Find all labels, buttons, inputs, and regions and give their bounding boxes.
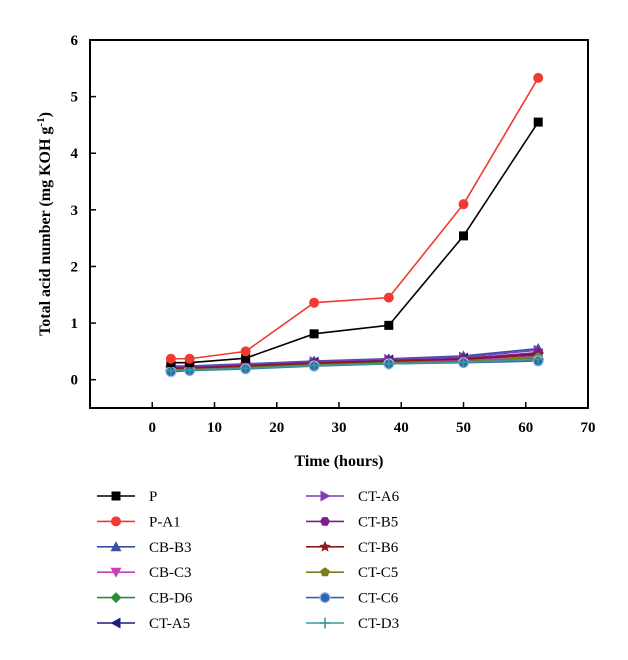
- legend: P P-A1 CB-B3 CB-C3 CB-D6 CT-A5 CT-A6 CT-B5 CT-B6…: [97, 489, 400, 632]
- legend-item-ct-b5: CT-B5: [306, 514, 398, 530]
- data-point-p: [241, 353, 251, 363]
- data-point-p: [309, 329, 319, 339]
- data-point-p-a1: [240, 346, 251, 357]
- data-point-p-a1: [165, 353, 176, 364]
- legend-label-p-a1: P-A1: [149, 514, 181, 530]
- legend-item-ct-c6: CT-C6: [306, 591, 399, 607]
- data-point-p-a1: [458, 199, 469, 210]
- y-axis-title-close: ): [37, 112, 54, 117]
- series-ct-d3: [165, 353, 544, 377]
- legend-label-cb-b3: CB-B3: [149, 540, 192, 556]
- y-axis-title-main: Total acid number (mg KOH g: [37, 127, 54, 336]
- y-tick-label: 5: [71, 90, 79, 106]
- legend-label-ct-a6: CT-A6: [358, 489, 400, 505]
- legend-label-ct-c6: CT-C6: [358, 591, 399, 607]
- series-p: [166, 117, 543, 368]
- y-tick-label: 3: [71, 203, 79, 219]
- data-point-p: [384, 320, 394, 330]
- legend-marker-ct-d3: [319, 617, 331, 629]
- y-tick-label: 6: [71, 33, 79, 49]
- legend-item-cb-d6: CB-D6: [97, 591, 193, 607]
- data-point-ct-d3: [383, 358, 395, 370]
- series-p-a1: [165, 72, 544, 364]
- data-point-ct-d3: [308, 360, 320, 372]
- data-point-p-a1: [184, 353, 195, 364]
- legend-item-cb-c3: CB-C3: [97, 565, 192, 581]
- legend-marker-p: [111, 491, 121, 501]
- legend-label-ct-a5: CT-A5: [149, 616, 190, 632]
- x-tick-label: 40: [394, 420, 409, 436]
- legend-item-p-a1: P-A1: [97, 514, 181, 530]
- legend-marker-cb-b3: [110, 541, 122, 552]
- legend-label-ct-b5: CT-B5: [358, 514, 398, 530]
- legend-item-ct-c5: CT-C5: [306, 565, 398, 581]
- data-point-ct-d3: [458, 356, 469, 368]
- data-point-p: [459, 231, 468, 241]
- y-axis-title-superscript: -1: [35, 117, 47, 126]
- y-tick-label: 2: [71, 259, 79, 275]
- data-point-p-a1: [383, 292, 394, 303]
- legend-item-ct-a6: CT-A6: [306, 489, 400, 505]
- legend-label-ct-d3: CT-D3: [358, 616, 399, 632]
- legend-marker-cb-d6: [110, 592, 122, 604]
- x-tick-label: 30: [332, 420, 347, 436]
- series-layer: [165, 72, 544, 378]
- x-axis-title: Time (hours): [294, 453, 383, 470]
- legend-marker-ct-b6: [319, 540, 331, 552]
- data-point-p-a1: [533, 72, 544, 83]
- legend-label-ct-b6: CT-B6: [358, 540, 399, 556]
- series-line-p-a1: [170, 77, 539, 360]
- x-tick-label: 10: [207, 420, 222, 436]
- data-point-ct-d3: [240, 362, 252, 374]
- data-point-ct-d3: [532, 353, 544, 365]
- legend-label-cb-d6: CB-D6: [149, 591, 193, 607]
- axis-ticks: 0 10 20 30 40 50 60 70 0 1 2 3 4 5 6: [71, 33, 596, 436]
- data-point-p: [533, 117, 543, 127]
- legend-item-p: P: [97, 489, 157, 505]
- legend-marker-p-a1: [111, 516, 121, 527]
- legend-label-cb-c3: CB-C3: [149, 565, 192, 581]
- y-tick-label: 4: [71, 146, 79, 162]
- legend-label-ct-c5: CT-C5: [358, 565, 398, 581]
- x-tick-label: 70: [581, 420, 596, 436]
- legend-item-ct-b6: CT-B6: [306, 540, 399, 556]
- y-tick-label: 1: [71, 316, 79, 332]
- legend-marker-ct-c6: [319, 591, 331, 604]
- legend-marker-cb-c3: [110, 567, 122, 578]
- y-tick-label: 0: [71, 373, 79, 389]
- legend-marker-ct-b5: [320, 517, 330, 526]
- y-axis-title: Total acid number (mg KOH g-1): [35, 112, 54, 336]
- x-tick-label: 60: [518, 420, 533, 436]
- legend-marker-ct-a6: [320, 490, 331, 502]
- x-tick-label: 0: [149, 420, 157, 436]
- legend-item-ct-d3: CT-D3: [306, 616, 399, 632]
- legend-item-ct-a5: CT-A5: [97, 616, 190, 632]
- legend-marker-ct-c5: [320, 567, 330, 577]
- series-line-p: [170, 121, 539, 364]
- legend-item-cb-b3: CB-B3: [97, 540, 192, 556]
- legend-marker-ct-a5: [110, 617, 121, 629]
- x-tick-label: 50: [456, 420, 471, 436]
- x-tick-label: 20: [269, 420, 284, 436]
- legend-label-p: P: [149, 489, 157, 505]
- data-point-p-a1: [309, 297, 320, 308]
